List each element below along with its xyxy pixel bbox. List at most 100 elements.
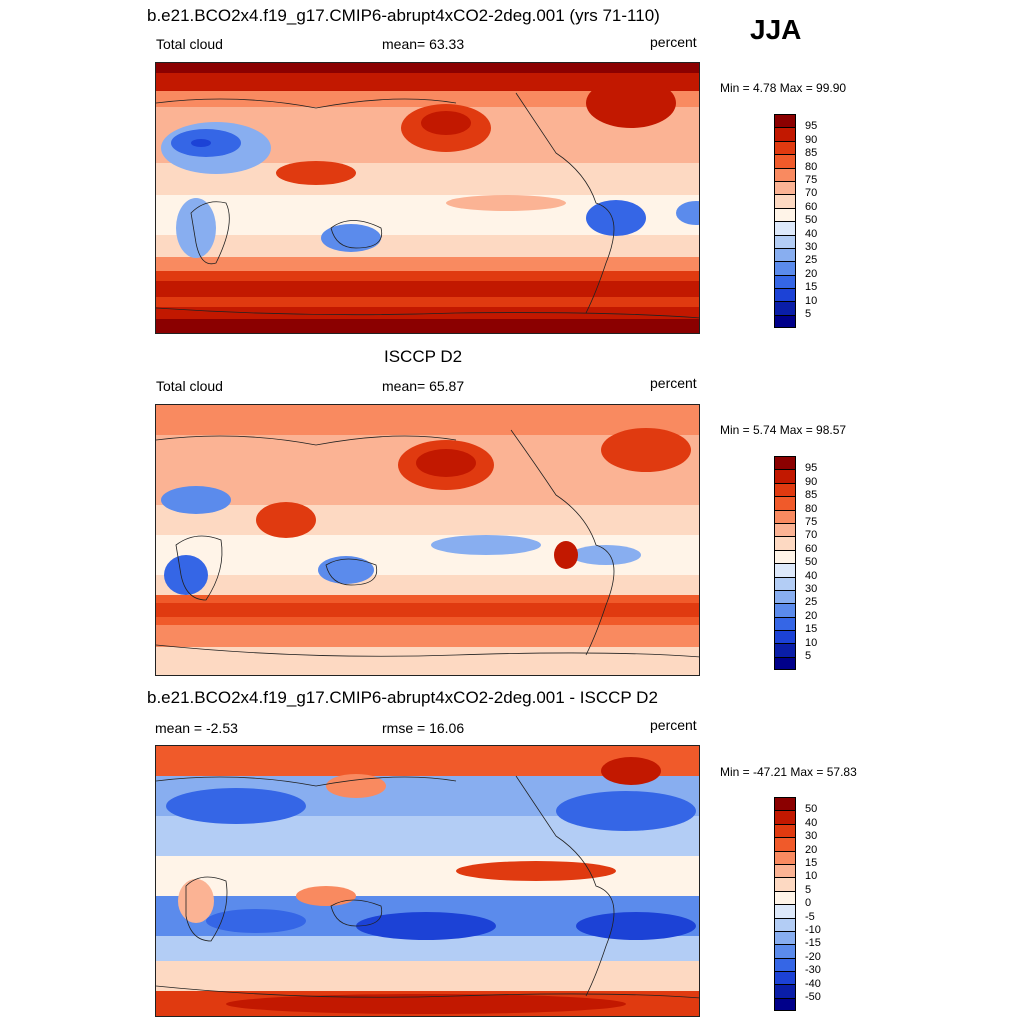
min-max-label: Min = 5.74 Max = 98.57 xyxy=(720,423,847,437)
colorbar-swatch xyxy=(774,984,796,998)
colorbar-swatch xyxy=(774,890,796,905)
colorbar-tick-label: 95 xyxy=(805,462,818,475)
colorbar-tick-label: 30 xyxy=(805,830,818,843)
colorbar-tick-label: 0 xyxy=(805,897,812,910)
colorbar-swatch xyxy=(774,522,796,537)
colorbar-tick-label: 70 xyxy=(805,529,818,542)
colorbar-tick-label: -40 xyxy=(805,977,821,990)
colorbar xyxy=(774,114,796,329)
colorbar-swatch xyxy=(774,837,796,851)
colorbar-swatch xyxy=(774,314,796,329)
rmse-label: rmse = 16.06 xyxy=(382,720,465,736)
colorbar-tick-label: 5 xyxy=(805,883,812,896)
variable-label: Total cloud xyxy=(156,378,223,394)
colorbar-tick-label: 70 xyxy=(805,187,818,200)
colorbar-tick-label: 60 xyxy=(805,542,818,555)
colorbar-tick-label: -50 xyxy=(805,991,821,1003)
colorbar-tick-label: 5 xyxy=(805,650,812,662)
colorbar-tick-label: 50 xyxy=(805,803,818,816)
colorbar-swatch xyxy=(774,180,796,195)
colorbar-swatch xyxy=(774,971,796,985)
colorbar-swatch xyxy=(774,563,796,577)
colorbar-swatch xyxy=(774,904,796,918)
colorbar-tick-label: 85 xyxy=(805,147,818,160)
colorbar-swatch xyxy=(774,234,796,248)
colorbar-swatch xyxy=(774,656,796,671)
colorbar xyxy=(774,797,796,1012)
colorbar-swatch xyxy=(774,207,796,222)
colorbar-swatch xyxy=(774,643,796,657)
colorbar-tick-label: 40 xyxy=(805,227,818,240)
colorbar-tick-label: 90 xyxy=(805,133,818,146)
colorbar-tick-label: 90 xyxy=(805,475,818,488)
colorbar-tick-label: 75 xyxy=(805,174,818,186)
colorbar-tick-label: 15 xyxy=(805,857,818,869)
colorbar xyxy=(774,456,796,671)
colorbar-swatch xyxy=(774,863,796,878)
colorbar-tick-label: 60 xyxy=(805,200,818,213)
colorbar-tick-label: -5 xyxy=(805,910,815,923)
colorbar-tick-label: 85 xyxy=(805,489,818,502)
colorbar-tick-label: 30 xyxy=(805,583,818,595)
units-label: percent xyxy=(650,34,697,50)
colorbar-swatch xyxy=(774,850,796,864)
panel-title: b.e21.BCO2x4.f19_g17.CMIP6-abrupt4xCO2-2… xyxy=(147,6,660,25)
colorbar-tick-label: 50 xyxy=(805,556,818,569)
colorbar-swatch xyxy=(774,576,796,590)
season-label: JJA xyxy=(750,14,802,45)
colorbar-swatch xyxy=(774,301,796,315)
colorbar-swatch xyxy=(774,589,796,604)
panel-title: ISCCP D2 xyxy=(384,347,463,366)
colorbar-swatch xyxy=(774,930,796,945)
colorbar-swatch xyxy=(774,917,796,931)
colorbar-tick-label: 10 xyxy=(805,294,818,307)
colorbar-swatch xyxy=(774,944,796,958)
colorbar-swatch xyxy=(774,221,796,235)
colorbar-swatch xyxy=(774,482,796,497)
colorbar-tick-label: 5 xyxy=(805,308,812,320)
colorbar-tick-label: 40 xyxy=(805,569,818,582)
colorbar-tick-label: 25 xyxy=(805,254,818,267)
cloud-map xyxy=(155,404,700,676)
colorbar-tick-label: 50 xyxy=(805,214,818,227)
panel-title: b.e21.BCO2x4.f19_g17.CMIP6-abrupt4xCO2-2… xyxy=(147,688,658,707)
colorbar-tick-label: 30 xyxy=(805,241,818,253)
colorbar-swatch xyxy=(774,274,796,289)
colorbar-swatch xyxy=(774,261,796,275)
colorbar-swatch xyxy=(774,549,796,564)
cloud-map xyxy=(155,62,700,334)
colorbar-swatch xyxy=(774,114,796,128)
colorbar-tick-label: -15 xyxy=(805,937,821,950)
colorbar-swatch xyxy=(774,877,796,891)
colorbar-swatch xyxy=(774,616,796,631)
colorbar-swatch xyxy=(774,957,796,972)
colorbar-swatch xyxy=(774,140,796,155)
mean-label: mean= 65.87 xyxy=(382,378,465,394)
colorbar-tick-label: 10 xyxy=(805,870,818,883)
colorbar-swatch xyxy=(774,154,796,168)
colorbar-swatch xyxy=(774,496,796,510)
colorbar-tick-label: -30 xyxy=(805,964,821,977)
colorbar-swatch xyxy=(774,456,796,470)
colorbar-tick-label: 20 xyxy=(805,267,818,280)
colorbar-swatch xyxy=(774,810,796,824)
colorbar-tick-label: -10 xyxy=(805,924,821,936)
mean-label: mean = -2.53 xyxy=(155,720,238,736)
colorbar-swatch xyxy=(774,823,796,838)
colorbar-tick-label: 40 xyxy=(805,816,818,829)
units-label: percent xyxy=(650,717,697,733)
colorbar-swatch xyxy=(774,997,796,1012)
min-max-label: Min = -47.21 Max = 57.83 xyxy=(720,765,857,779)
colorbar-swatch xyxy=(774,603,796,617)
min-max-label: Min = 4.78 Max = 99.90 xyxy=(720,81,847,95)
colorbar-swatch xyxy=(774,469,796,483)
colorbar-tick-label: 15 xyxy=(805,281,818,294)
colorbar-tick-label: 80 xyxy=(805,502,818,515)
colorbar-swatch xyxy=(774,288,796,302)
colorbar-tick-label: 95 xyxy=(805,120,818,133)
colorbar-tick-label: 25 xyxy=(805,596,818,609)
units-label: percent xyxy=(650,375,697,391)
variable-label: Total cloud xyxy=(156,36,223,52)
colorbar-tick-label: 20 xyxy=(805,609,818,622)
colorbar-swatch xyxy=(774,536,796,550)
